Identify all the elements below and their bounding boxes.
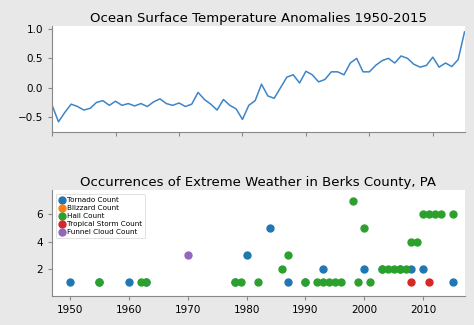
Tornado Count [95,280,103,285]
Hail Count [449,212,456,217]
Tornado Count [243,253,250,258]
Hail Count [255,280,262,285]
Hail Count [366,280,374,285]
Hail Count [325,280,333,285]
Funnel Cloud Count [184,253,191,258]
Hail Count [313,280,321,285]
Tornado Count [66,280,73,285]
Hail Count [425,212,433,217]
Hail Count [349,198,356,203]
Hail Count [414,239,421,244]
Hail Count [396,266,403,271]
Hail Count [355,280,362,285]
Hail Count [278,266,286,271]
Tornado Count [266,225,274,230]
Tornado Count [231,280,238,285]
Tornado Count [449,280,456,285]
Hail Count [361,225,368,230]
Tornado Count [301,280,309,285]
Title: Ocean Surface Temperature Anomalies 1950-2015: Ocean Surface Temperature Anomalies 1950… [90,12,427,25]
Tornado Count [408,266,415,271]
Legend: Tornado Count, Blizzard Count, Hail Count, Tropical Storm Count, Funnel Cloud Co: Tornado Count, Blizzard Count, Hail Coun… [56,194,146,238]
Tornado Count [396,266,403,271]
Tropical Storm Count [425,280,433,285]
Hail Count [95,280,103,285]
Hail Count [301,280,309,285]
Hail Count [237,280,245,285]
Tornado Count [284,280,292,285]
Hail Count [231,280,238,285]
Title: Occurrences of Extreme Weather in Berks County, PA: Occurrences of Extreme Weather in Berks … [80,176,437,189]
Tornado Count [319,266,327,271]
Hail Count [137,280,144,285]
Hail Count [390,266,398,271]
Hail Count [431,212,439,217]
Hail Count [284,253,292,258]
Hail Count [402,266,410,271]
Hail Count [331,280,339,285]
Tornado Count [419,266,427,271]
Tornado Count [378,266,386,271]
Hail Count [143,280,150,285]
Hail Count [419,212,427,217]
Tropical Storm Count [408,280,415,285]
Hail Count [437,212,445,217]
Hail Count [408,239,415,244]
Hail Count [319,280,327,285]
Hail Count [378,266,386,271]
Tornado Count [361,266,368,271]
Tornado Count [125,280,133,285]
Hail Count [337,280,345,285]
Hail Count [384,266,392,271]
Tornado Count [143,280,150,285]
